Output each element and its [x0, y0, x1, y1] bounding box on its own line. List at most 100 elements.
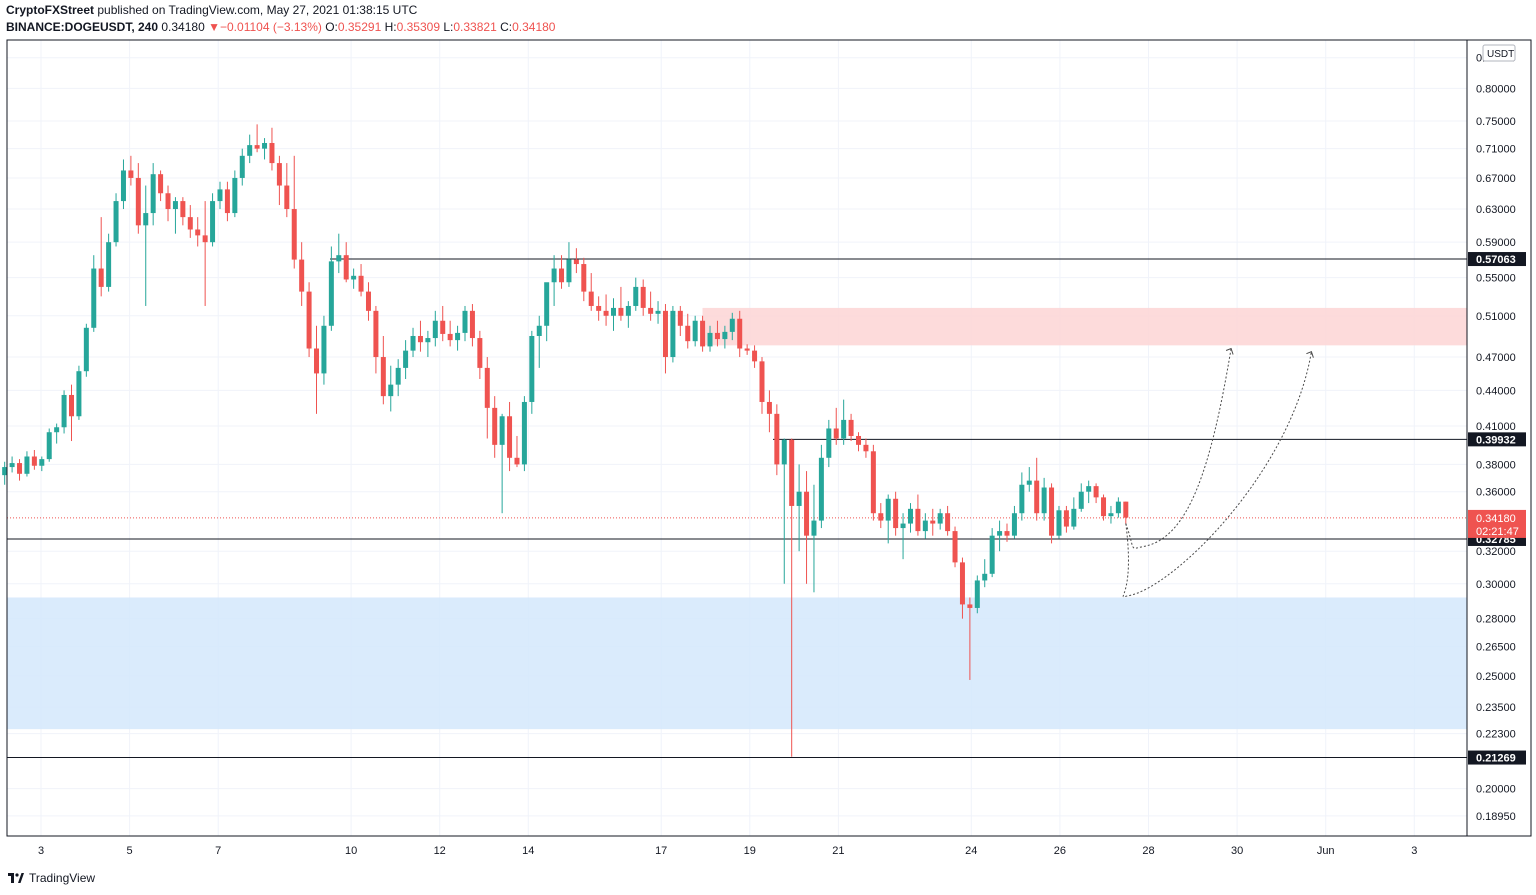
candle-body	[210, 201, 216, 243]
level-price-tag	[1468, 252, 1526, 267]
candle-body	[469, 310, 475, 339]
y-tick-label: 0.23500	[1476, 702, 1516, 714]
projection-arrowhead	[1306, 351, 1314, 358]
candle-body	[1093, 486, 1099, 498]
candle-body	[662, 310, 668, 358]
y-tick-label: 0.80000	[1476, 83, 1516, 95]
candle-body	[759, 361, 765, 402]
candle-body	[54, 427, 60, 433]
projection-path-b	[1122, 351, 1312, 598]
candle-body	[1115, 501, 1121, 514]
symbol-name[interactable]: BINANCE:DOGEUSDT, 240	[6, 20, 159, 34]
candle-body	[195, 229, 201, 236]
x-tick-label: 3	[1411, 845, 1417, 857]
candle-body	[796, 491, 802, 506]
candle-body	[573, 259, 579, 265]
candle-body	[91, 268, 97, 328]
close-value: 0.34180	[512, 20, 556, 34]
candle-body	[818, 457, 824, 521]
candle-body	[135, 177, 141, 226]
footer-brand[interactable]: TradingView	[29, 871, 96, 885]
candle-body	[692, 320, 698, 342]
footer: TradingView	[8, 871, 95, 885]
x-tick-label: 21	[832, 845, 844, 857]
x-tick-label: 19	[744, 845, 756, 857]
candle-body	[484, 367, 490, 408]
publisher-name[interactable]: CryptoFXStreet	[6, 3, 95, 17]
candle-body	[596, 305, 602, 311]
candle-body	[98, 268, 104, 287]
plot-area	[2, 39, 1532, 837]
candle-body	[714, 332, 720, 340]
candle-body	[833, 428, 839, 439]
x-tick-label: 10	[345, 845, 357, 857]
candle-body	[336, 255, 342, 262]
candle-body	[262, 142, 268, 149]
candle-body	[915, 508, 921, 532]
candle-body	[640, 286, 646, 308]
y-tick-label: 0.59000	[1476, 237, 1516, 249]
candle-body	[655, 310, 661, 314]
y-tick-label: 0.28000	[1476, 614, 1516, 626]
candle-body	[700, 320, 706, 347]
candle-body	[774, 413, 780, 465]
candle-body	[804, 491, 810, 536]
candle-body	[380, 357, 386, 397]
candle-body	[937, 513, 943, 524]
currency-badge	[1482, 44, 1516, 62]
candle-body	[521, 401, 527, 465]
x-tick-label: 3	[38, 845, 44, 857]
candle-body	[1004, 531, 1010, 536]
candle-body	[1063, 510, 1069, 527]
candle-body	[1078, 491, 1084, 509]
published-text: published on TradingView.com, May 27, 20…	[94, 3, 418, 17]
candle-body	[781, 439, 787, 465]
x-tick-label: 5	[127, 845, 133, 857]
candle-body	[870, 451, 876, 514]
candle-body	[440, 320, 446, 334]
candle-body	[789, 439, 795, 506]
x-tick-label: 14	[522, 845, 534, 857]
candle-body	[633, 286, 639, 306]
price-chart[interactable]: 0.850000.800000.750000.710000.670000.630…	[0, 0, 1536, 866]
y-tick-label: 0.22300	[1476, 729, 1516, 741]
publisher-line: CryptoFXStreet published on TradingView.…	[6, 3, 417, 17]
candle-body	[581, 264, 587, 292]
open-label: O:	[325, 20, 338, 34]
candle-body	[752, 350, 758, 362]
candle-body	[106, 242, 112, 287]
candle-body	[618, 307, 624, 316]
current-price-tag	[1468, 509, 1526, 538]
candle-body	[76, 371, 82, 417]
candle-body	[432, 320, 438, 339]
candle-body	[856, 435, 862, 445]
candle-body	[959, 562, 965, 605]
candle-body	[893, 498, 899, 529]
candle-body	[729, 318, 735, 332]
price-change: −0.01104 (−3.13%)	[220, 20, 322, 34]
symbol-line: BINANCE:DOGEUSDT, 240 0.34180 ▼−0.01104 …	[6, 20, 555, 34]
candle-body	[328, 261, 334, 326]
candle-body	[1041, 487, 1047, 514]
candle-body	[588, 291, 594, 306]
x-tick-label: 12	[434, 845, 446, 857]
candle-body	[217, 189, 223, 202]
candle-body	[878, 513, 884, 521]
level-price-tag	[1468, 750, 1526, 765]
candle-body	[625, 305, 631, 316]
candle-body	[165, 193, 171, 210]
tradingview-logo-icon	[8, 873, 24, 883]
candle-body	[930, 520, 936, 524]
candle-body	[321, 325, 327, 374]
candle-body	[31, 456, 37, 466]
candle-body	[648, 307, 654, 314]
candle-body	[2, 467, 8, 476]
candle-body	[1108, 513, 1114, 517]
candle-body	[172, 201, 178, 210]
candle-body	[974, 580, 980, 608]
candle-body	[922, 520, 928, 532]
candle-body	[39, 459, 45, 466]
candle-body	[24, 456, 30, 474]
supply-zone	[702, 307, 1467, 346]
candle-body	[826, 428, 832, 458]
